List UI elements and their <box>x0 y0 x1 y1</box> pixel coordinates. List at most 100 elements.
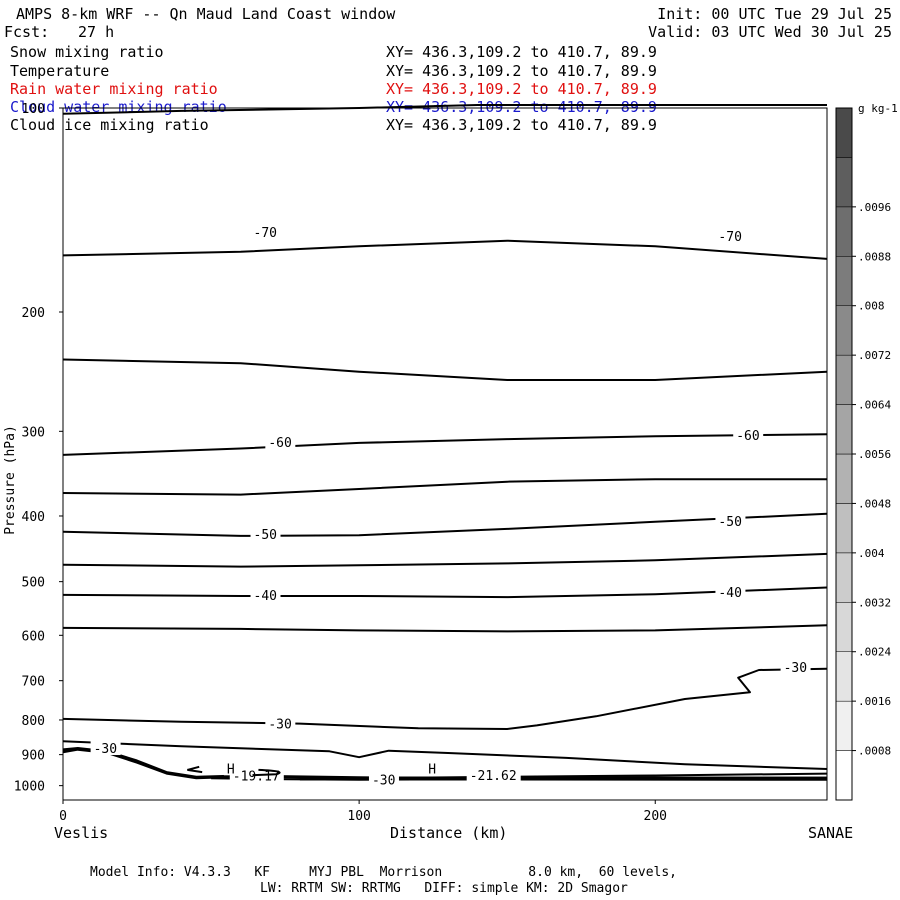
isotherm-line-7 <box>62 552 828 568</box>
contour-label-bg <box>715 228 746 243</box>
isotherm-line-6 <box>62 512 828 537</box>
colorbar-swatch <box>835 107 853 158</box>
colorbar-tick-label: .0008 <box>858 745 891 758</box>
y-tick-label: 400 <box>22 510 45 525</box>
colorbar-swatch <box>835 305 853 356</box>
field-xy-rain: XY= 436.3,109.2 to 410.7, 89.9 <box>386 80 657 98</box>
colorbar-swatch <box>835 602 853 652</box>
colorbar-tick-label: .0096 <box>858 201 891 214</box>
isotherm-line-11 <box>62 740 828 770</box>
isotherm-layer <box>62 104 828 781</box>
x-axis-label: Distance (km) <box>390 824 508 842</box>
field-name-temperature: Temperature <box>10 62 110 80</box>
contour-label: -30 <box>94 742 117 757</box>
y-tick-label: 700 <box>22 675 45 690</box>
contour-label: -70 <box>254 226 277 241</box>
contour-label-bg <box>250 225 281 240</box>
y-tick-label: 900 <box>22 749 45 764</box>
contour-label: -30 <box>784 661 807 676</box>
contour-label: -50 <box>254 528 277 543</box>
y-tick-label: 600 <box>22 629 45 644</box>
y-tick-label: 500 <box>22 576 45 591</box>
contour-label-bg <box>466 768 521 783</box>
field-name-snow: Snow mixing ratio <box>10 43 164 61</box>
contour-label: -40 <box>718 586 741 601</box>
contour-label: -30 <box>372 773 395 788</box>
contour-label: -30 <box>268 717 291 732</box>
contour-label-bg <box>250 527 281 542</box>
contour-label: H <box>227 762 235 777</box>
colorbar-swatch <box>835 651 853 702</box>
colorbar-swatch <box>835 354 853 405</box>
contour-label: -70 <box>718 230 741 245</box>
init-time: Init: 00 UTC Tue 29 Jul 25 <box>657 5 892 23</box>
field-xy-cloud-water: XY= 436.3,109.2 to 410.7, 89.9 <box>386 98 657 116</box>
contour-label-bg <box>265 434 296 449</box>
contour-label-bg <box>780 659 811 674</box>
y-axis-label: Pressure (hPa) <box>2 425 18 535</box>
contour-label: -50 <box>718 515 741 530</box>
contour-label-bg <box>715 513 746 528</box>
x-tick-label: 0 <box>59 809 67 824</box>
colorbar-tick-label: .0056 <box>858 448 891 461</box>
colorbar-tick-label: .0032 <box>858 596 891 609</box>
colorbar-tick-label: .0072 <box>858 349 891 362</box>
forecast-label: Fcst: <box>4 23 50 41</box>
colorbar-tick-label: .008 <box>858 300 885 313</box>
axis-layer: 100 200 300 400 500 600 700 800 900 1000 0 100 200 <box>14 102 667 824</box>
colorbar-tick-label: .0048 <box>858 497 891 510</box>
y-tick-label: 300 <box>22 425 45 440</box>
isotherm-line-1 <box>62 104 827 115</box>
colorbar-tick-label: .0064 <box>858 399 891 412</box>
contour-label: -60 <box>736 429 759 444</box>
colorbar-swatch <box>835 503 853 554</box>
high-marker-left <box>187 765 203 774</box>
contour-label-bg <box>90 741 121 756</box>
contour-label: -21.62 <box>470 769 517 784</box>
colorbar-swatch <box>835 750 853 801</box>
colorbar-swatch <box>835 157 853 208</box>
model-info-line-2: LW: RRTM SW: RRTMG DIFF: simple KM: 2D S… <box>260 881 628 896</box>
isotherm-line-2 <box>62 239 828 260</box>
y-tick-label: 200 <box>22 306 45 321</box>
valid-time: Valid: 03 UTC Wed 30 Jul 25 <box>648 23 892 41</box>
field-xy-snow: XY= 436.3,109.2 to 410.7, 89.9 <box>386 43 657 61</box>
contour-label-bg <box>425 761 440 776</box>
colorbar-swatch <box>835 453 853 504</box>
field-name-rain: Rain water mixing ratio <box>10 80 218 98</box>
isotherm-line-4 <box>62 433 828 456</box>
colorbar-swatch <box>835 256 853 306</box>
colorbar-tick-label: .0024 <box>858 646 891 659</box>
colorbar-tick-label: .0088 <box>858 250 891 263</box>
contour-label-bg <box>223 761 238 776</box>
field-name-cloud-water: Cloud water mixing ratio <box>10 98 227 116</box>
contour-label-bg <box>250 588 281 603</box>
y-tick-label: 100 <box>22 102 45 117</box>
x-tick-label: 100 <box>347 809 370 824</box>
colorbar-swatch <box>835 206 853 257</box>
contour-label-bg <box>368 772 399 787</box>
colorbar-unit: g kg-1 <box>858 102 898 115</box>
colorbar-swatch <box>835 404 853 455</box>
isotherm-line-9 <box>62 624 828 633</box>
colorbar-swatch <box>835 552 853 603</box>
colorbar: .0008 .0016 .0024 .0032 .004 .0048 .0056 .0064.… <box>835 107 891 801</box>
y-tick-label: 1000 <box>14 780 45 795</box>
right-endpoint-label: SANAE <box>808 824 854 842</box>
contour-label-bg <box>715 585 746 600</box>
isotherm-line-10 <box>62 667 828 730</box>
contour-label: -40 <box>254 589 277 604</box>
contour-label: H <box>428 762 436 777</box>
left-endpoint-label: Veslis <box>54 824 109 842</box>
colorbar-tick-label: .0016 <box>858 695 891 708</box>
field-xy-cloud-ice: XY= 436.3,109.2 to 410.7, 89.9 <box>386 116 657 134</box>
isotherm-line-5 <box>62 478 827 496</box>
model-info-line-1: Model Info: V4.3.3 KF MYJ PBL Morrison 8… <box>90 865 677 880</box>
high-marker-right <box>252 768 281 777</box>
isotherm-line-8 <box>62 586 828 599</box>
contour-label-bg <box>733 428 764 443</box>
colorbar-tick-label: .004 <box>858 547 885 560</box>
field-name-cloud-ice: Cloud ice mixing ratio <box>10 116 209 134</box>
contour-label-bg <box>265 716 296 731</box>
